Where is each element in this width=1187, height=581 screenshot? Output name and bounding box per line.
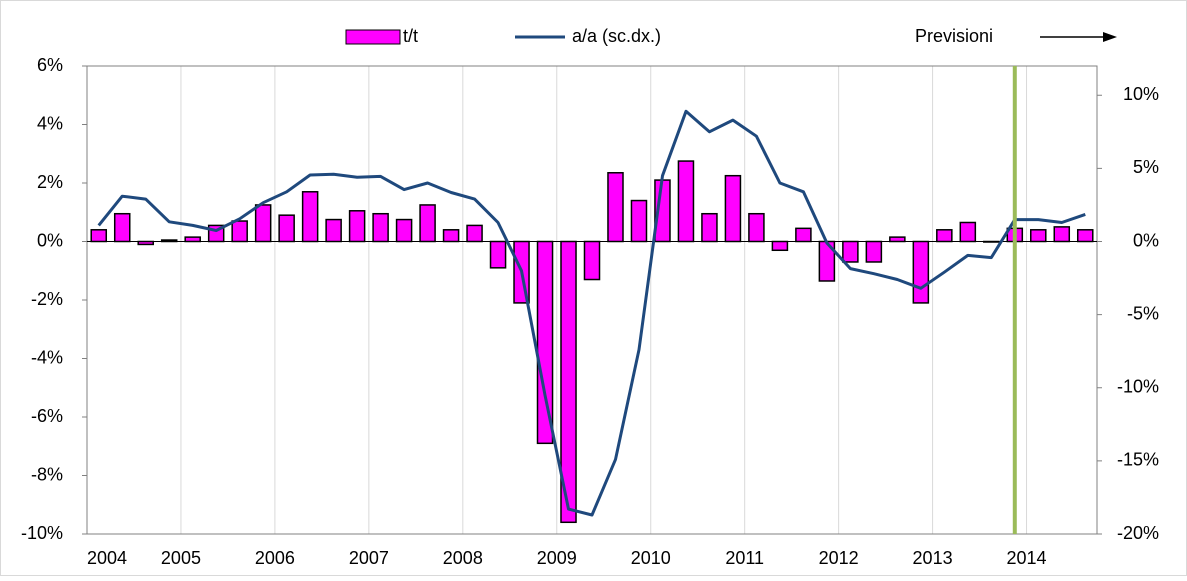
legend-label: a/a (sc.dx.) xyxy=(572,26,661,46)
bar xyxy=(254,204,272,243)
bar xyxy=(607,172,624,243)
bar xyxy=(795,227,812,243)
bar xyxy=(889,236,906,243)
bar xyxy=(748,212,765,243)
bar xyxy=(348,210,366,243)
bar xyxy=(536,240,554,445)
bar xyxy=(372,212,389,243)
bar xyxy=(865,240,883,263)
bar xyxy=(301,191,319,243)
bar xyxy=(677,160,695,243)
bar xyxy=(489,240,507,269)
bar xyxy=(583,240,601,281)
bar xyxy=(395,218,413,243)
bar xyxy=(560,240,577,524)
bar xyxy=(630,199,648,243)
x-tick-label: 2006 xyxy=(255,548,295,568)
bar xyxy=(959,221,977,243)
y2-tick-label: -20% xyxy=(1117,523,1159,543)
bar xyxy=(936,229,953,243)
y-tick-label: -10% xyxy=(21,523,63,543)
bar xyxy=(466,224,483,243)
y-tick-label: 4% xyxy=(37,113,63,133)
bar xyxy=(137,240,154,246)
y2-tick-label: -10% xyxy=(1117,377,1159,397)
forecast-label: Previsioni xyxy=(915,26,993,46)
bar xyxy=(90,229,108,243)
bar xyxy=(842,240,859,263)
bar xyxy=(912,240,930,304)
bar xyxy=(113,212,131,243)
bar xyxy=(1030,229,1047,243)
y-tick-label: 0% xyxy=(37,230,63,250)
bar xyxy=(701,212,718,243)
bar xyxy=(325,218,342,243)
y-tick-label: -6% xyxy=(31,406,63,426)
x-tick-label: 2012 xyxy=(819,548,859,568)
x-tick-label: 2011 xyxy=(725,548,764,568)
y-tick-label: -4% xyxy=(31,347,63,367)
y2-tick-label: -15% xyxy=(1117,450,1159,470)
y-tick-label: 2% xyxy=(37,172,63,192)
bar xyxy=(983,240,1000,243)
line xyxy=(97,109,1086,517)
legend-swatch xyxy=(345,29,401,45)
y-tick-label: -8% xyxy=(31,464,63,484)
y2-tick-label: 0% xyxy=(1133,230,1159,250)
bar xyxy=(771,240,789,252)
x-tick-label: 2005 xyxy=(161,548,201,568)
bar xyxy=(231,220,248,243)
y-tick-label: -2% xyxy=(31,289,63,309)
bar xyxy=(724,174,742,243)
x-tick-label: 2007 xyxy=(349,548,389,568)
forecast-arrow-head xyxy=(1103,32,1117,42)
x-tick-label: 2008 xyxy=(443,548,483,568)
x-tick-label: 2010 xyxy=(631,548,671,568)
x-tick-label: 2004 xyxy=(87,548,127,568)
x-tick-label: 2009 xyxy=(537,548,577,568)
bar xyxy=(160,239,178,243)
y2-tick-label: 10% xyxy=(1123,84,1159,104)
bar xyxy=(1053,226,1071,243)
y2-tick-label: -5% xyxy=(1127,303,1159,323)
bar xyxy=(442,229,460,243)
y2-tick-label: 5% xyxy=(1133,157,1159,177)
x-tick-label: 2013 xyxy=(913,548,953,568)
bar xyxy=(419,204,436,243)
bar xyxy=(278,214,295,243)
x-tick-label: 2014 xyxy=(1007,548,1047,568)
bar xyxy=(184,236,201,243)
bar xyxy=(1076,229,1094,243)
legend-label: t/t xyxy=(403,26,418,46)
y-tick-label: 6% xyxy=(37,55,63,75)
